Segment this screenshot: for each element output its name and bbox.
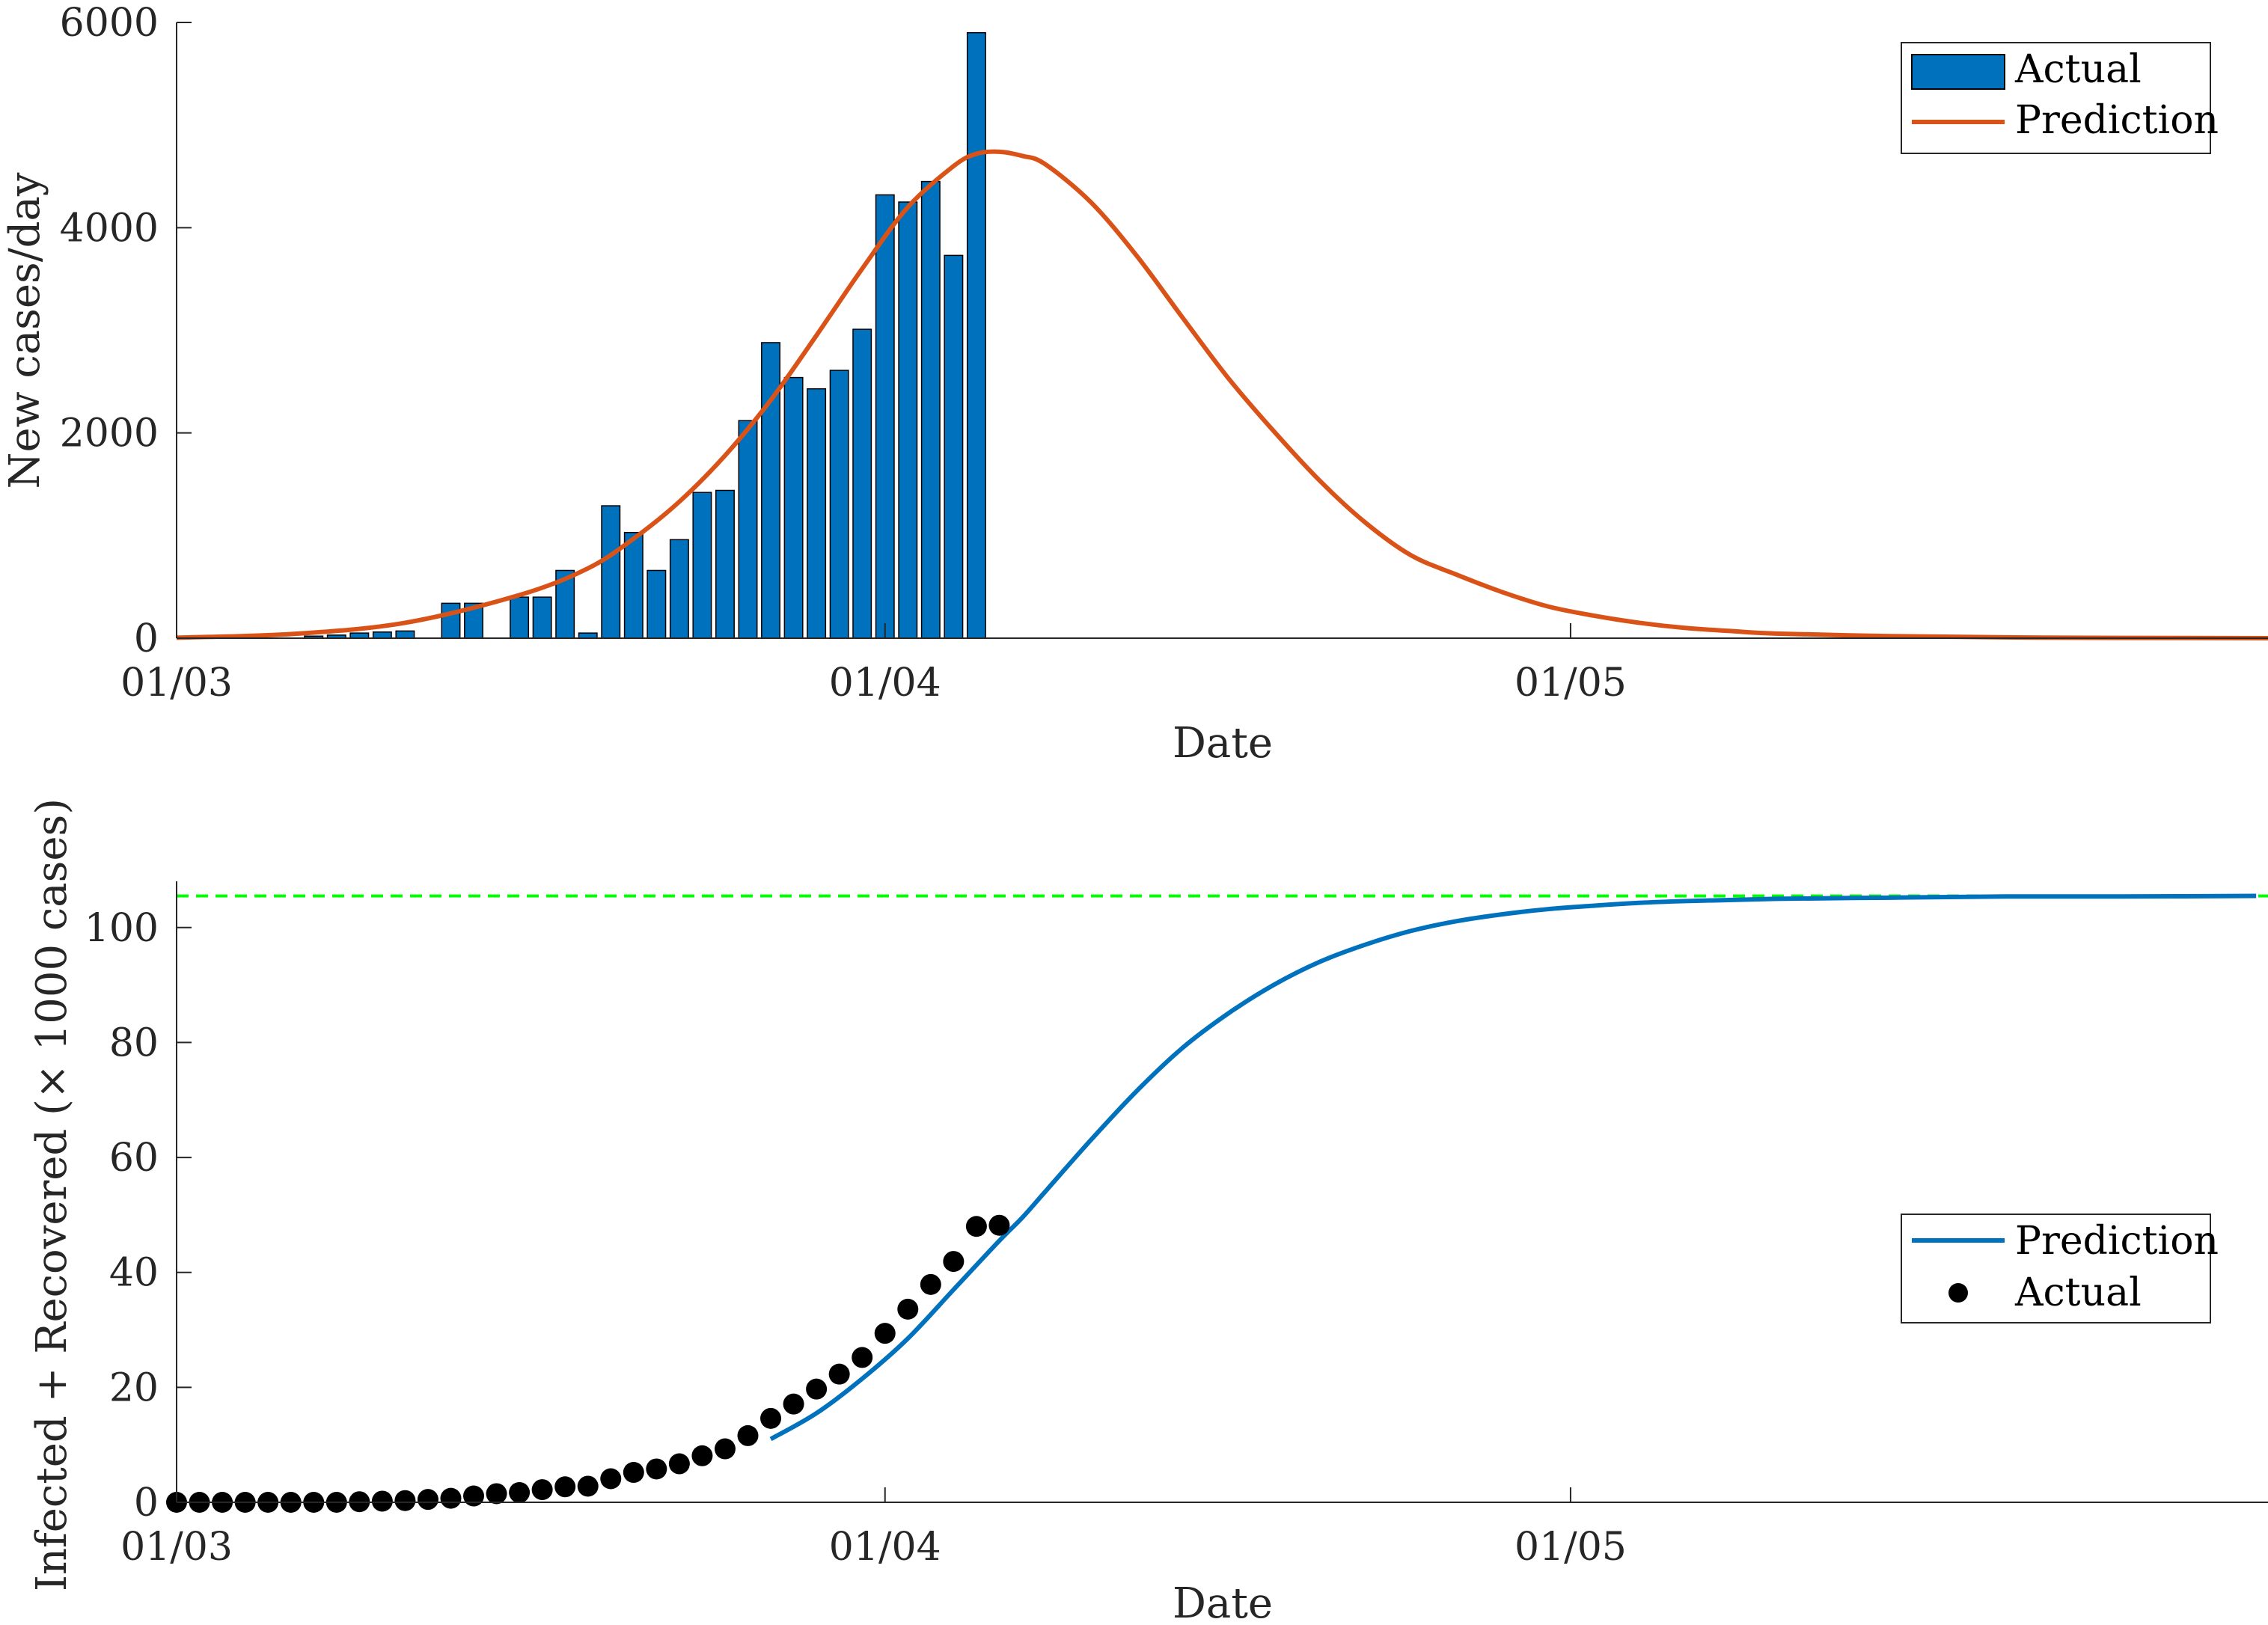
bottom-y-tick-label-1: 20 xyxy=(109,1365,159,1410)
bottom-y-tick-label-3: 60 xyxy=(109,1136,159,1181)
actual-point-day-36 xyxy=(988,1214,1010,1236)
bottom-x-tick-label-1: 01/04 xyxy=(829,1525,941,1570)
top-x-tick-label-0: 01/03 xyxy=(120,661,233,706)
top-prediction-group xyxy=(176,149,2268,640)
bar-day-10 xyxy=(395,630,415,639)
bar-day-19 xyxy=(601,505,621,639)
top-x-tick-label-1: 01/04 xyxy=(829,661,941,706)
actual-point-day-18 xyxy=(577,1475,599,1497)
bottom-prediction-line xyxy=(769,893,2257,1442)
top-axes xyxy=(176,22,2268,639)
top-x-axis-title: Date xyxy=(1173,719,1273,768)
actual-point-day-22 xyxy=(668,1453,690,1475)
bar-day-31 xyxy=(875,194,895,639)
bottom-y-ticks: 0 20 40 60 80 100 xyxy=(85,906,159,1525)
top-x-tick-label-2: 01/05 xyxy=(1514,661,1627,706)
actual-point-day-21 xyxy=(646,1458,667,1480)
actual-point-day-23 xyxy=(691,1445,713,1466)
top-y-tick-label-1: 2000 xyxy=(60,411,159,456)
top-y-tick-label-3: 6000 xyxy=(60,1,159,46)
bottom-x-axis-title: Date xyxy=(1173,1579,1273,1621)
bar-day-9 xyxy=(372,631,392,639)
actual-point-day-20 xyxy=(623,1462,644,1484)
bottom-y-axis-title: Infected + Recovered (× 1000 cases) xyxy=(28,798,76,1591)
bar-day-24 xyxy=(715,489,735,639)
bar-day-32 xyxy=(898,201,918,639)
actual-point-day-10 xyxy=(394,1490,416,1511)
top-legend-box xyxy=(1901,42,2211,154)
actual-point-day-29 xyxy=(828,1363,850,1385)
top-legend-actual-swatch xyxy=(1911,54,2005,90)
actual-point-day-28 xyxy=(806,1378,828,1400)
bar-day-18 xyxy=(578,632,598,639)
bottom-y-tick-label-4: 80 xyxy=(109,1020,159,1065)
bar-day-15 xyxy=(510,596,530,639)
actual-point-day-19 xyxy=(600,1468,622,1490)
bar-day-34 xyxy=(944,254,964,639)
bottom-x-ticks: 01/03 01/04 01/05 xyxy=(120,1525,1627,1570)
bottom-y-tick-label-0: 0 xyxy=(134,1481,159,1525)
actual-point-day-34 xyxy=(943,1251,965,1273)
top-bars-group xyxy=(304,31,986,639)
top-y-axis-title: New cases/day xyxy=(1,172,49,489)
actual-point-day-33 xyxy=(920,1273,941,1295)
actual-point-day-13 xyxy=(463,1485,485,1507)
bar-day-12 xyxy=(441,602,461,639)
top-x-ticks: 01/03 01/04 01/05 xyxy=(120,661,1627,706)
bottom-legend-actual-label: Actual xyxy=(2014,1270,2142,1315)
bottom-chart-panel: 01/03 01/04 01/05 0 20 40 60 80 100 Date… xyxy=(28,798,2268,1625)
bar-day-23 xyxy=(692,492,712,639)
bar-day-28 xyxy=(807,388,827,639)
bar-day-27 xyxy=(783,376,804,639)
bar-day-29 xyxy=(829,370,849,639)
top-legend-prediction-label: Prediction xyxy=(2015,98,2219,143)
bar-day-8 xyxy=(349,632,370,639)
actual-point-day-14 xyxy=(486,1483,507,1505)
bottom-legend: Prediction Actual xyxy=(1901,1214,2219,1323)
bar-day-33 xyxy=(920,180,941,639)
bottom-y-tick-label-5: 100 xyxy=(85,906,159,951)
bar-day-22 xyxy=(669,539,689,639)
top-y-tick-label-0: 0 xyxy=(134,616,159,661)
bottom-actual-dots xyxy=(166,1214,1010,1513)
actual-point-day-12 xyxy=(440,1487,462,1509)
bar-day-30 xyxy=(852,328,872,639)
top-y-ticks: 0 2000 4000 6000 xyxy=(60,1,159,661)
bottom-axes xyxy=(176,881,2268,1503)
bottom-legend-actual-swatch xyxy=(1948,1283,1968,1303)
actual-point-day-35 xyxy=(965,1216,987,1237)
actual-point-day-32 xyxy=(897,1298,919,1320)
actual-point-day-24 xyxy=(714,1438,736,1460)
bar-day-21 xyxy=(647,569,667,639)
top-legend-actual-label: Actual xyxy=(2014,47,2142,92)
actual-point-day-30 xyxy=(852,1347,873,1368)
bottom-legend-prediction-label: Prediction xyxy=(2015,1219,2219,1264)
actual-point-day-9 xyxy=(371,1490,393,1512)
top-legend: Actual Prediction xyxy=(1901,42,2219,154)
actual-point-day-11 xyxy=(417,1489,438,1511)
bar-day-26 xyxy=(761,342,781,639)
actual-point-day-17 xyxy=(554,1476,576,1498)
actual-point-day-26 xyxy=(760,1407,782,1429)
top-chart-panel: 01/03 01/04 01/05 0 2000 4000 6000 Date … xyxy=(1,1,2268,768)
actual-point-day-31 xyxy=(874,1323,896,1344)
actual-point-day-16 xyxy=(531,1479,553,1501)
top-prediction-line xyxy=(176,149,2268,640)
top-y-tick-label-2: 4000 xyxy=(60,206,159,251)
actual-point-day-15 xyxy=(509,1481,531,1503)
bar-day-20 xyxy=(623,531,644,639)
actual-point-day-27 xyxy=(783,1393,804,1415)
bar-day-25 xyxy=(738,420,758,639)
bar-day-16 xyxy=(532,596,552,639)
bottom-legend-box xyxy=(1901,1214,2211,1323)
actual-point-day-25 xyxy=(737,1424,759,1446)
bottom-y-tick-label-2: 40 xyxy=(109,1251,159,1296)
bottom-x-tick-label-0: 01/03 xyxy=(120,1525,233,1570)
bottom-x-tick-label-2: 01/05 xyxy=(1514,1525,1627,1570)
bar-day-35 xyxy=(966,31,986,639)
